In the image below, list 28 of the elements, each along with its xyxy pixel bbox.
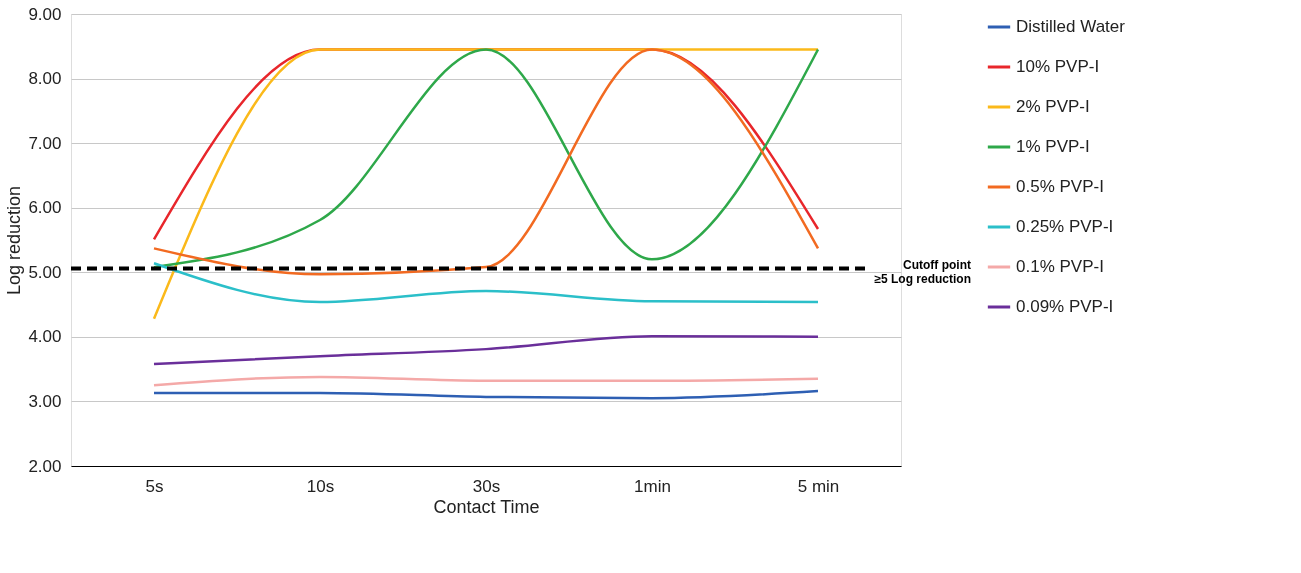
y-tick-label: 4.00 xyxy=(28,327,62,347)
legend-label: 0.25% PVP-I xyxy=(1016,217,1114,236)
line-series xyxy=(152,389,820,400)
x-tick-label: 5s xyxy=(145,476,164,496)
y-tick-label: 5.00 xyxy=(28,262,62,282)
legend-label: 0.09% PVP-I xyxy=(1016,297,1114,316)
x-tick-label: 5 min xyxy=(797,476,840,496)
y-tick-label: 9.00 xyxy=(28,4,62,24)
y-tick-label: 3.00 xyxy=(28,391,62,411)
x-tick-label: 1min xyxy=(634,476,671,496)
legend-label: 1% PVP-I xyxy=(1016,137,1090,156)
y-axis-title: Log reduction xyxy=(4,185,25,296)
legend-label: Distilled Water xyxy=(1016,17,1126,36)
legend-label: 0.5% PVP-I xyxy=(1016,177,1104,196)
line-series xyxy=(152,262,820,304)
y-tick-label: 2.00 xyxy=(28,456,62,476)
x-axis-title: Contact Time xyxy=(433,496,540,517)
y-tick-label: 8.00 xyxy=(28,69,62,89)
ref-line-label: Cutoff point ≥5 Log reduction xyxy=(874,258,971,287)
legend-label: 0.1% PVP-I xyxy=(1016,257,1104,276)
line-series xyxy=(152,375,820,387)
x-tick-label: 30s xyxy=(472,476,501,496)
y-tick-label: 6.00 xyxy=(28,198,62,218)
line-series xyxy=(152,334,820,366)
legend-label: 2% PVP-I xyxy=(1016,97,1090,116)
x-tick-label: 10s xyxy=(306,476,335,496)
y-tick-label: 7.00 xyxy=(28,133,62,153)
legend-label: 10% PVP-I xyxy=(1016,57,1100,76)
